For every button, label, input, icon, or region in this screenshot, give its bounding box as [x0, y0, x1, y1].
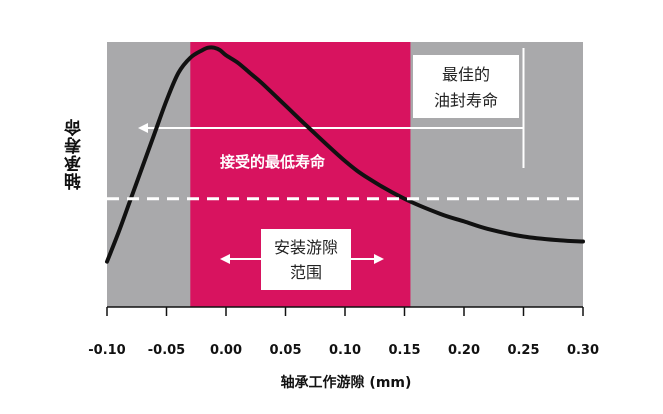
x-tick-label: 0.10 [329, 343, 361, 358]
x-tick-label: 0.20 [448, 343, 480, 358]
x-tick-label: 0.25 [507, 343, 539, 358]
y-axis-label: 轴承寿命 [65, 118, 85, 190]
seal-life-label-2: 油封寿命 [434, 91, 498, 110]
seal-life-label-1: 最佳的 [442, 65, 490, 84]
x-tick-label: -0.10 [88, 343, 125, 358]
x-axis-ticks: -0.10 -0.05 0.00 0.05 0.10 0.15 0.20 0.25 0.30 [88, 307, 599, 358]
x-tick-label: 0.30 [567, 343, 599, 358]
seal-life-box [413, 55, 519, 118]
x-tick-label: 0.05 [269, 343, 301, 358]
series-line-bearing-life [105, 45, 585, 264]
x-tick-label: 0.15 [388, 343, 420, 358]
x-tick-label: 0.00 [210, 343, 242, 358]
x-axis-label: 轴承工作游隙 (mm) [280, 375, 412, 391]
min-life-label: 接受的最低寿命 [220, 153, 326, 171]
x-tick-label: -0.05 [148, 343, 185, 358]
install-range-label-1: 安装游隙 [274, 238, 338, 257]
install-range-box [261, 229, 351, 290]
install-range-label-2: 范围 [290, 263, 322, 282]
